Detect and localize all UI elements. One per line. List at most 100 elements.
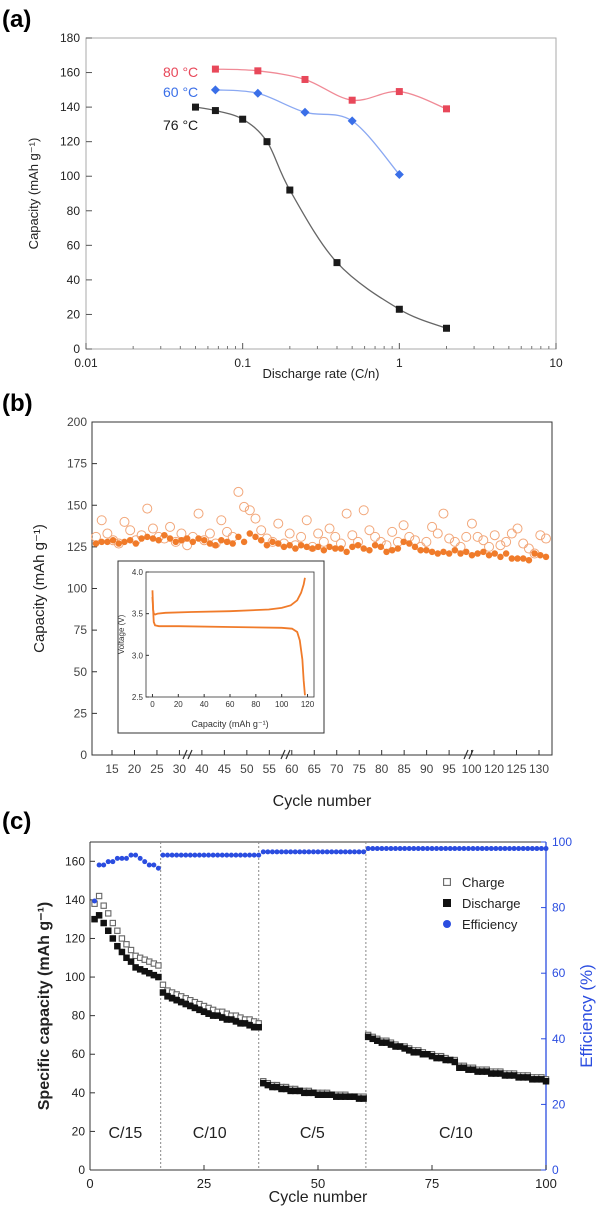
- data-point-c-1: [369, 1035, 376, 1043]
- data-point-b-1: [195, 535, 202, 542]
- rate-label-c: C/10: [439, 1125, 473, 1142]
- data-point-c-2: [329, 849, 335, 855]
- data-point-c-2: [370, 846, 376, 852]
- y-tick-label-a: 0: [73, 342, 80, 356]
- data-point-c-1: [250, 1023, 258, 1031]
- inset-x-tick-label: 20: [174, 700, 183, 709]
- data-point-c-2: [192, 852, 198, 858]
- data-point-c-2: [269, 849, 275, 855]
- data-point-b-1: [360, 545, 367, 552]
- data-point-b-1: [263, 541, 271, 549]
- data-point-c-1: [442, 1056, 449, 1064]
- x-tick-label-c: 25: [197, 1176, 211, 1191]
- data-point-b-0: [478, 535, 489, 546]
- data-point-c-2: [123, 855, 129, 861]
- data-point-c-2: [256, 852, 262, 858]
- data-point-c-2: [306, 849, 312, 855]
- data-point-c-1: [200, 1008, 208, 1016]
- data-point-b-1: [337, 545, 345, 552]
- y-tick-label-a: 80: [67, 204, 81, 218]
- data-point-c-0: [159, 981, 167, 988]
- data-point-c-2: [201, 852, 207, 858]
- data-point-b-1: [542, 553, 550, 561]
- legend-marker-c-0: [443, 878, 451, 886]
- data-point-a-0: [211, 65, 219, 73]
- data-point-c-1: [410, 1049, 418, 1056]
- y-tick-label-a: 120: [60, 135, 80, 149]
- data-point-c-2: [525, 846, 531, 852]
- y-right-tick-label-c: 60: [552, 966, 566, 980]
- data-point-b-0: [358, 505, 369, 516]
- data-point-b-1: [269, 538, 276, 546]
- data-point-c-2: [133, 852, 139, 858]
- data-point-c-2: [479, 846, 485, 852]
- data-point-c-1: [146, 969, 153, 977]
- data-point-b-0: [461, 531, 472, 542]
- data-point-b-1: [223, 538, 231, 546]
- data-point-b-1: [252, 533, 259, 541]
- data-point-c-2: [488, 846, 494, 852]
- series-label-a-2: 76 °C: [163, 117, 198, 133]
- data-point-c-1: [332, 1093, 340, 1100]
- data-point-c-2: [420, 846, 426, 852]
- data-point-b-1: [92, 540, 100, 547]
- data-point-b-1: [246, 530, 254, 537]
- data-point-c-2: [520, 846, 526, 852]
- x-tick-label-b: 70: [330, 762, 344, 776]
- data-point-b-1: [292, 545, 299, 552]
- data-point-b-0: [244, 505, 255, 516]
- data-point-c-2: [251, 852, 257, 858]
- data-point-b-0: [495, 540, 506, 551]
- data-point-c-0: [100, 902, 107, 909]
- data-point-c-1: [246, 1022, 253, 1029]
- data-point-b-1: [371, 541, 379, 549]
- data-point-c-2: [374, 846, 380, 852]
- data-point-c-0: [109, 919, 117, 927]
- data-point-c-2: [292, 849, 298, 855]
- data-point-c-2: [315, 849, 321, 855]
- data-point-a-0: [395, 88, 403, 96]
- data-point-b-1: [183, 535, 191, 542]
- data-point-c-1: [519, 1074, 527, 1081]
- data-point-b-1: [531, 550, 538, 557]
- data-point-c-2: [288, 849, 294, 855]
- data-point-c-2: [424, 846, 430, 852]
- y-axis-label-b: Capacity (mAh g⁻¹): [31, 524, 48, 653]
- data-point-c-2: [160, 852, 166, 858]
- data-point-c-1: [177, 998, 185, 1006]
- inset-y-tick-label: 2.5: [132, 693, 144, 702]
- data-point-c-1: [342, 1093, 349, 1100]
- fit-curve-a-0: [215, 68, 447, 110]
- data-point-c-1: [214, 1012, 221, 1019]
- data-point-c-2: [543, 846, 549, 852]
- data-point-c-2: [274, 849, 280, 855]
- data-point-b-0: [250, 513, 261, 524]
- data-point-c-0: [155, 962, 162, 969]
- data-point-c-1: [191, 1004, 199, 1012]
- data-point-b-0: [222, 526, 233, 537]
- data-point-b-1: [303, 543, 311, 551]
- data-point-c-1: [123, 954, 130, 962]
- y-tick-label-b: 75: [74, 623, 88, 637]
- data-point-b-1: [440, 548, 447, 556]
- data-point-b-1: [155, 536, 162, 544]
- data-point-b-1: [240, 538, 248, 546]
- data-point-a-1: [394, 169, 404, 179]
- legend-label-c-1: Discharge: [462, 896, 521, 911]
- data-point-b-0: [347, 530, 358, 541]
- data-point-c-1: [501, 1072, 509, 1079]
- data-point-c-1: [492, 1070, 500, 1077]
- rate-label-c: C/5: [300, 1125, 325, 1142]
- inset-x-tick-label: 80: [251, 700, 260, 709]
- data-point-b-0: [427, 521, 438, 532]
- x-tick-label-b: 120: [484, 762, 504, 776]
- data-point-c-2: [393, 846, 399, 852]
- x-tick-label-b: 90: [420, 762, 434, 776]
- panel-label-c: (c): [2, 808, 31, 835]
- data-point-b-1: [354, 541, 362, 549]
- data-point-c-2: [461, 846, 467, 852]
- data-point-c-2: [338, 849, 344, 855]
- data-point-b-1: [423, 546, 430, 554]
- data-point-c-1: [218, 1014, 226, 1021]
- chart-c: 0 25 50 75 100020406080100120140160020406080…: [36, 835, 596, 1206]
